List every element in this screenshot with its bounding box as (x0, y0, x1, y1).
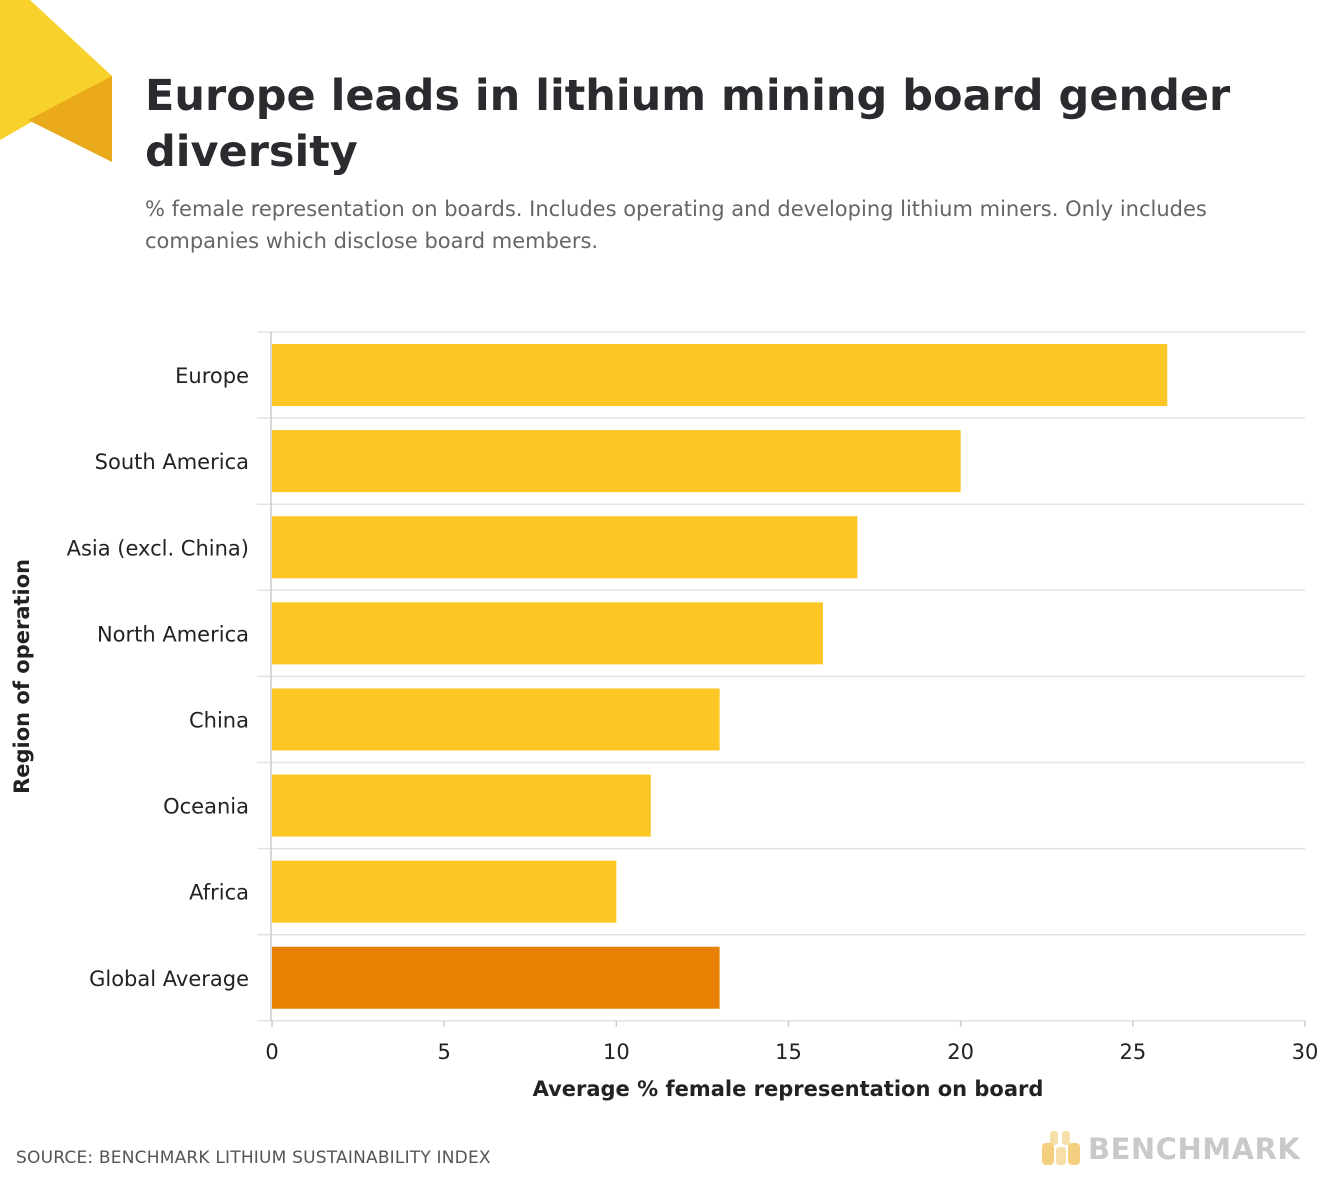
category-label: Oceania (163, 795, 249, 819)
bar-chart: Europe South America Asia (excl. China) Nor… (10, 331, 1319, 1101)
category-label: Europe (175, 364, 249, 388)
chart-subtitle: % female representation on boards. Inclu… (145, 197, 1207, 253)
source-note: SOURCE: BENCHMARK LITHIUM SUSTAINABILITY… (16, 1148, 491, 1168)
category-label: Asia (excl. China) (67, 536, 249, 560)
x-tick-label: 30 (1292, 1040, 1319, 1064)
category-label: Africa (189, 881, 249, 905)
bar-china (272, 688, 720, 751)
x-axis-title: Average % female representation on board (533, 1077, 1044, 1101)
x-tick-label: 20 (947, 1040, 974, 1064)
category-label: North America (97, 622, 249, 646)
bar-global-average (272, 946, 720, 1009)
x-tick-label: 0 (265, 1040, 278, 1064)
y-axis-title: Region of operation (10, 559, 34, 794)
chart-title: Europe leads in lithium mining board gen… (145, 71, 1231, 177)
corner-decoration (0, 0, 112, 162)
category-labels: Europe South America Asia (excl. China) Nor… (67, 364, 249, 991)
bar-europe (272, 344, 1168, 407)
category-label: South America (95, 450, 249, 474)
bar-north-america (272, 602, 823, 665)
bar-africa (272, 860, 617, 923)
x-tick-label: 15 (775, 1040, 802, 1064)
category-label: China (189, 708, 249, 732)
benchmark-logo-icon (1042, 1131, 1080, 1165)
x-tick-label: 5 (437, 1040, 450, 1064)
bar-south-america (272, 430, 961, 493)
logo-text: BENCHMARK (1088, 1132, 1301, 1166)
bar-asia-excl-china (272, 516, 858, 579)
bar-oceania (272, 774, 651, 837)
x-tick-labels: 0 5 10 15 20 25 30 (265, 1020, 1319, 1064)
x-tick-label: 25 (1119, 1040, 1146, 1064)
x-tick-label: 10 (603, 1040, 630, 1064)
benchmark-logo: BENCHMARK (1040, 1124, 1310, 1174)
grid-layer (257, 331, 1305, 1022)
category-label: Global Average (89, 967, 249, 991)
bar-layer (272, 344, 1168, 1009)
